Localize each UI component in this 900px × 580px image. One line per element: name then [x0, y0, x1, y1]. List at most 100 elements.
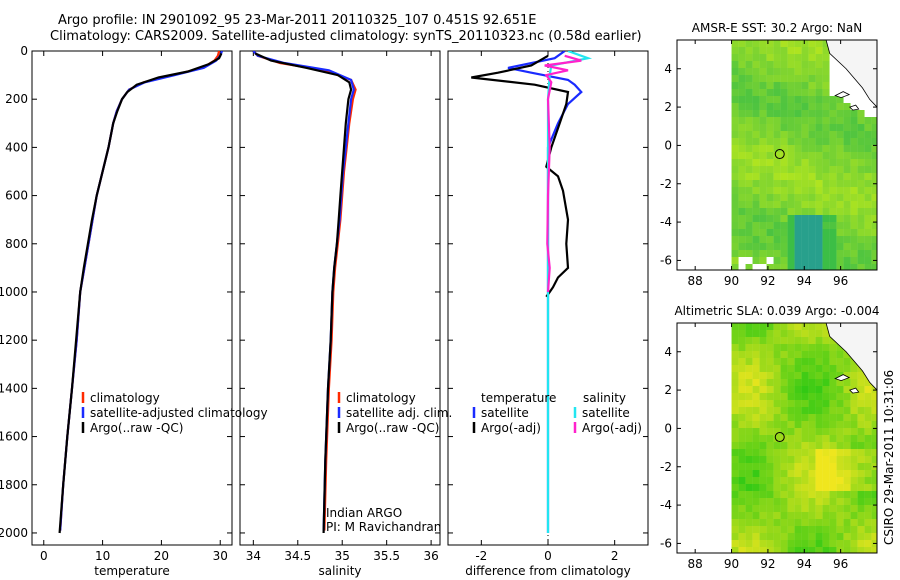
map-cell — [864, 166, 872, 173]
map-cell — [871, 428, 877, 435]
map-cell — [829, 103, 837, 110]
map-cell — [766, 547, 774, 553]
map-cell — [731, 250, 739, 257]
map-cell — [822, 400, 830, 407]
map-cell — [815, 103, 823, 110]
x-tick-label: 0 — [40, 549, 48, 563]
y-tick-label: 0 — [664, 138, 672, 152]
map-cell — [829, 435, 837, 442]
map-cell — [745, 166, 753, 173]
map-cell — [738, 337, 746, 344]
map-cell — [780, 103, 788, 110]
map-cell — [850, 519, 858, 526]
map-cell — [731, 215, 739, 222]
map-cell — [822, 103, 830, 110]
map-cell — [787, 526, 795, 533]
map-cell — [738, 533, 746, 540]
map-cell — [871, 386, 877, 393]
map-cell — [745, 201, 753, 208]
map-cell — [759, 180, 767, 187]
map-cell — [780, 110, 788, 117]
map-cell — [731, 456, 739, 463]
map-cell — [738, 519, 746, 526]
map-cell — [857, 131, 865, 138]
temperature_profile-series-satellite — [59, 51, 224, 531]
map-cell — [794, 103, 802, 110]
map-cell — [794, 421, 802, 428]
temperature_profile-xlabel: temperature — [94, 564, 169, 578]
map-cell — [773, 463, 781, 470]
map-cell — [815, 344, 823, 351]
map-cell — [759, 215, 767, 222]
map-cell — [794, 526, 802, 533]
map-cell — [752, 372, 760, 379]
map-cell — [864, 414, 872, 421]
map-cell — [871, 400, 877, 407]
map-cell — [787, 547, 795, 553]
x-tick-label: 90 — [724, 557, 739, 571]
map-cell — [731, 428, 739, 435]
x-tick-label: 96 — [833, 274, 848, 288]
map-cell — [773, 365, 781, 372]
map-cell — [752, 110, 760, 117]
y-tick-label: 4 — [664, 345, 672, 359]
map-cell — [815, 463, 823, 470]
map-cell — [829, 540, 837, 547]
map-cell — [864, 229, 872, 236]
map-cell — [752, 215, 760, 222]
map-cell — [766, 180, 774, 187]
map-cell — [822, 145, 830, 152]
map-cell — [780, 47, 788, 54]
map-cell — [780, 337, 788, 344]
map-cell — [857, 194, 865, 201]
map-cell — [745, 365, 753, 372]
map-cell — [836, 393, 844, 400]
map-cell — [731, 96, 739, 103]
map-cell — [808, 131, 816, 138]
map-cell — [808, 124, 816, 131]
map-cell — [738, 414, 746, 421]
map-cell — [738, 117, 746, 124]
map-cell — [850, 187, 858, 194]
map-cell — [857, 173, 865, 180]
salinity_profile-series-argo — [254, 52, 353, 534]
map-cell — [738, 138, 746, 145]
map-cell — [822, 110, 830, 117]
map-cell — [808, 138, 816, 145]
map-cell — [759, 152, 767, 159]
map-cell — [787, 470, 795, 477]
map-cell — [857, 547, 865, 553]
map-cell — [745, 152, 753, 159]
map-cell — [794, 400, 802, 407]
map-cell — [738, 110, 746, 117]
map-cell — [752, 152, 760, 159]
map-cell — [808, 400, 816, 407]
map-cell — [815, 180, 823, 187]
y-tick-label: -4 — [660, 215, 672, 229]
map-cell — [857, 456, 865, 463]
map-cell — [836, 358, 844, 365]
map-cell — [759, 449, 767, 456]
map-cell — [759, 201, 767, 208]
map-cell — [801, 449, 809, 456]
map-cell — [787, 96, 795, 103]
map-cell — [731, 533, 739, 540]
map-cell — [780, 519, 788, 526]
map-cell — [752, 201, 760, 208]
map-cell — [745, 519, 753, 526]
map-cell — [815, 400, 823, 407]
map-cell — [871, 215, 877, 222]
map-cell — [794, 222, 802, 229]
map-cell — [773, 152, 781, 159]
map-cell — [787, 250, 795, 257]
map-cell — [822, 498, 830, 505]
map-cell — [766, 250, 774, 257]
map-cell — [780, 75, 788, 82]
map-cell — [864, 477, 872, 484]
map-cell — [822, 379, 830, 386]
map-cell — [773, 180, 781, 187]
map-cell — [864, 124, 872, 131]
map-cell — [815, 166, 823, 173]
map-cell — [808, 40, 816, 47]
map-cell — [787, 477, 795, 484]
